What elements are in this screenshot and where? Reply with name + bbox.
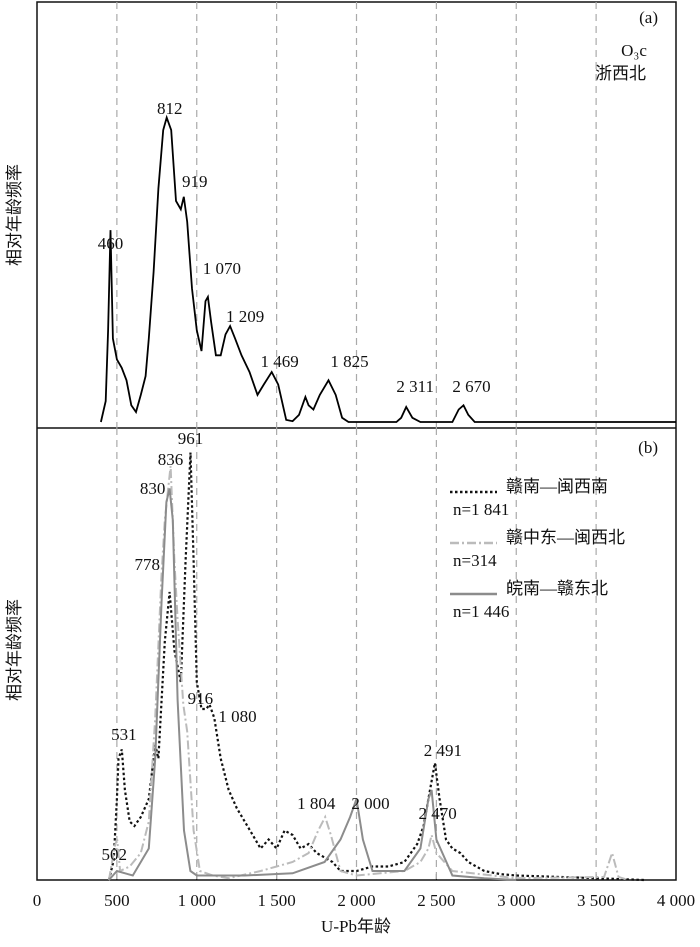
peak-label: 1 825 [330, 352, 368, 371]
region: 浙西北 [595, 64, 646, 83]
peak-label: 1 469 [261, 352, 299, 371]
legend-sample-size: n=1 841 [453, 500, 509, 519]
x-tick-label: 3 500 [577, 891, 615, 910]
peak-label: 1 080 [218, 707, 256, 726]
panel-label: (a) [639, 8, 658, 27]
x-tick-label: 4 000 [657, 891, 695, 910]
legend-label: 皖南—赣东北 [506, 579, 608, 598]
panel-label: (b) [638, 438, 658, 457]
legend-label: 赣南—闽西南 [506, 477, 608, 496]
x-tick-label: 500 [104, 891, 130, 910]
peak-label: 778 [135, 555, 161, 574]
legend-sample-size: n=1 446 [453, 602, 509, 621]
series-line [108, 488, 517, 881]
peak-label: 2 311 [396, 377, 434, 396]
x-tick-label: 3 000 [497, 891, 535, 910]
y-axis-label: 相对年龄频率 [5, 164, 24, 266]
peak-label: 2 000 [351, 794, 389, 813]
peak-label: 460 [98, 234, 124, 253]
note: O₃c [621, 41, 647, 60]
peak-label: 961 [178, 429, 204, 448]
peak-label: 1 070 [203, 259, 241, 278]
series-line [100, 114, 676, 423]
peak-label: 2 670 [452, 377, 490, 396]
x-tick-label: 2 000 [337, 891, 375, 910]
peak-label: 2 491 [424, 741, 462, 760]
y-axis-label: 相对年龄频率 [5, 599, 24, 701]
peak-label: 502 [101, 845, 127, 864]
peak-label: 1 209 [226, 307, 264, 326]
peak-label: 916 [188, 689, 214, 708]
peak-label: 2 470 [418, 804, 456, 823]
x-tick-label: 0 [33, 891, 42, 910]
legend-sample-size: n=314 [453, 551, 497, 570]
x-axis-label: U-Pb年龄 [321, 917, 391, 936]
x-tick-label: 1 500 [258, 891, 296, 910]
peak-label: 836 [158, 450, 184, 469]
peak-label: 919 [182, 172, 208, 191]
series-line [107, 452, 645, 882]
peak-label: 531 [111, 725, 137, 744]
x-tick-label: 1 000 [178, 891, 216, 910]
x-tick-label: 2 500 [417, 891, 455, 910]
series-line [107, 465, 629, 881]
peak-label: 812 [157, 99, 183, 118]
legend-label: 赣中东—闽西北 [506, 528, 625, 547]
peak-label: 830 [140, 479, 166, 498]
peak-label: 1 804 [297, 794, 336, 813]
